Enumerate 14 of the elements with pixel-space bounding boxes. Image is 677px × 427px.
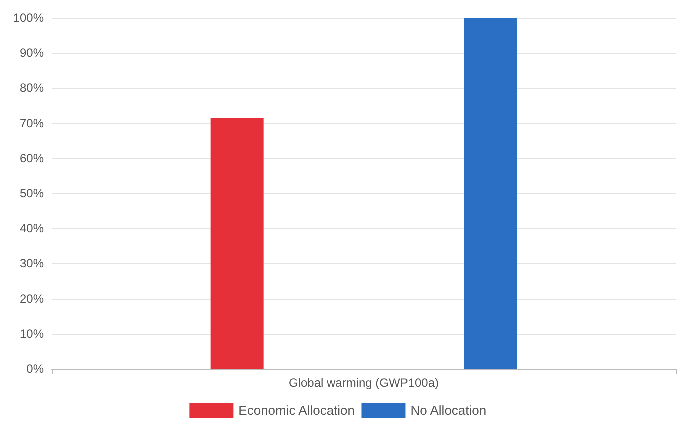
y-tick-label: 70% [20,116,44,130]
y-tick-label: 20% [20,292,44,306]
y-tick-label: 0% [26,362,44,376]
y-tick-label: 100% [13,11,44,25]
y-tick-label: 90% [20,46,44,60]
y-tick-label: 40% [20,222,44,236]
y-tick-label: 80% [20,81,44,96]
x-tick-label: Global warming (GWP100a) [288,376,440,390]
y-tick-label: 10% [20,326,44,341]
y-tick-label: 50% [20,186,44,200]
legend-label: Economic Allocation [238,403,356,418]
y-tick-label: 60% [20,151,44,166]
y-tick-label: 30% [20,256,44,271]
legend-label: No Allocation [410,403,487,418]
